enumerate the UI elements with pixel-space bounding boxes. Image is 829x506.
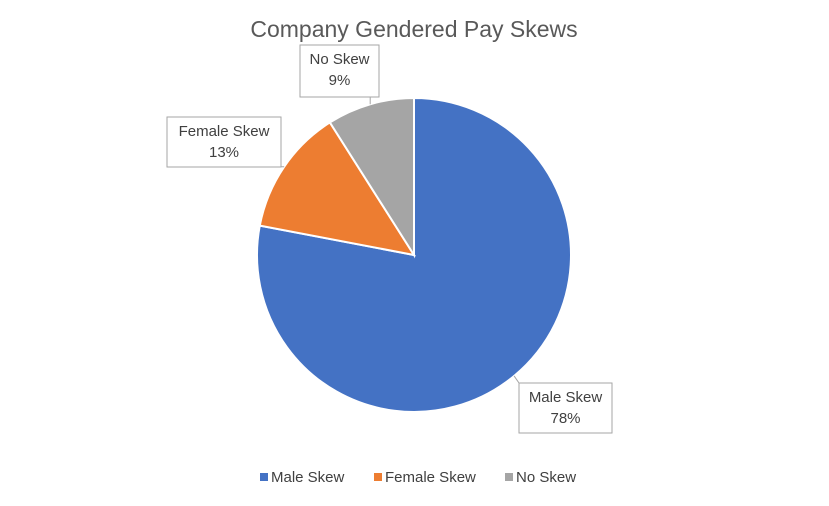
legend-label: Male Skew [271,469,345,486]
leader-line [513,375,520,384]
chart-title: Company Gendered Pay Skews [250,16,577,42]
legend-marker [260,473,268,481]
data-label-name: Male Skew [529,389,603,406]
legend-label: No Skew [516,469,576,486]
label-box [166,116,282,168]
pie-slice [328,96,415,259]
legend-marker [505,473,513,481]
label-box [299,44,380,98]
data-label-value: 13% [209,144,239,161]
data-label-value: 78% [550,410,580,427]
data-label-name: No Skew [309,51,369,68]
data-label-value: 9% [329,72,351,89]
legend-marker [374,473,382,481]
pie-slice [258,121,417,257]
data-label-name: Female Skew [179,123,270,140]
legend-label: Female Skew [385,469,476,486]
label-box [518,382,613,434]
